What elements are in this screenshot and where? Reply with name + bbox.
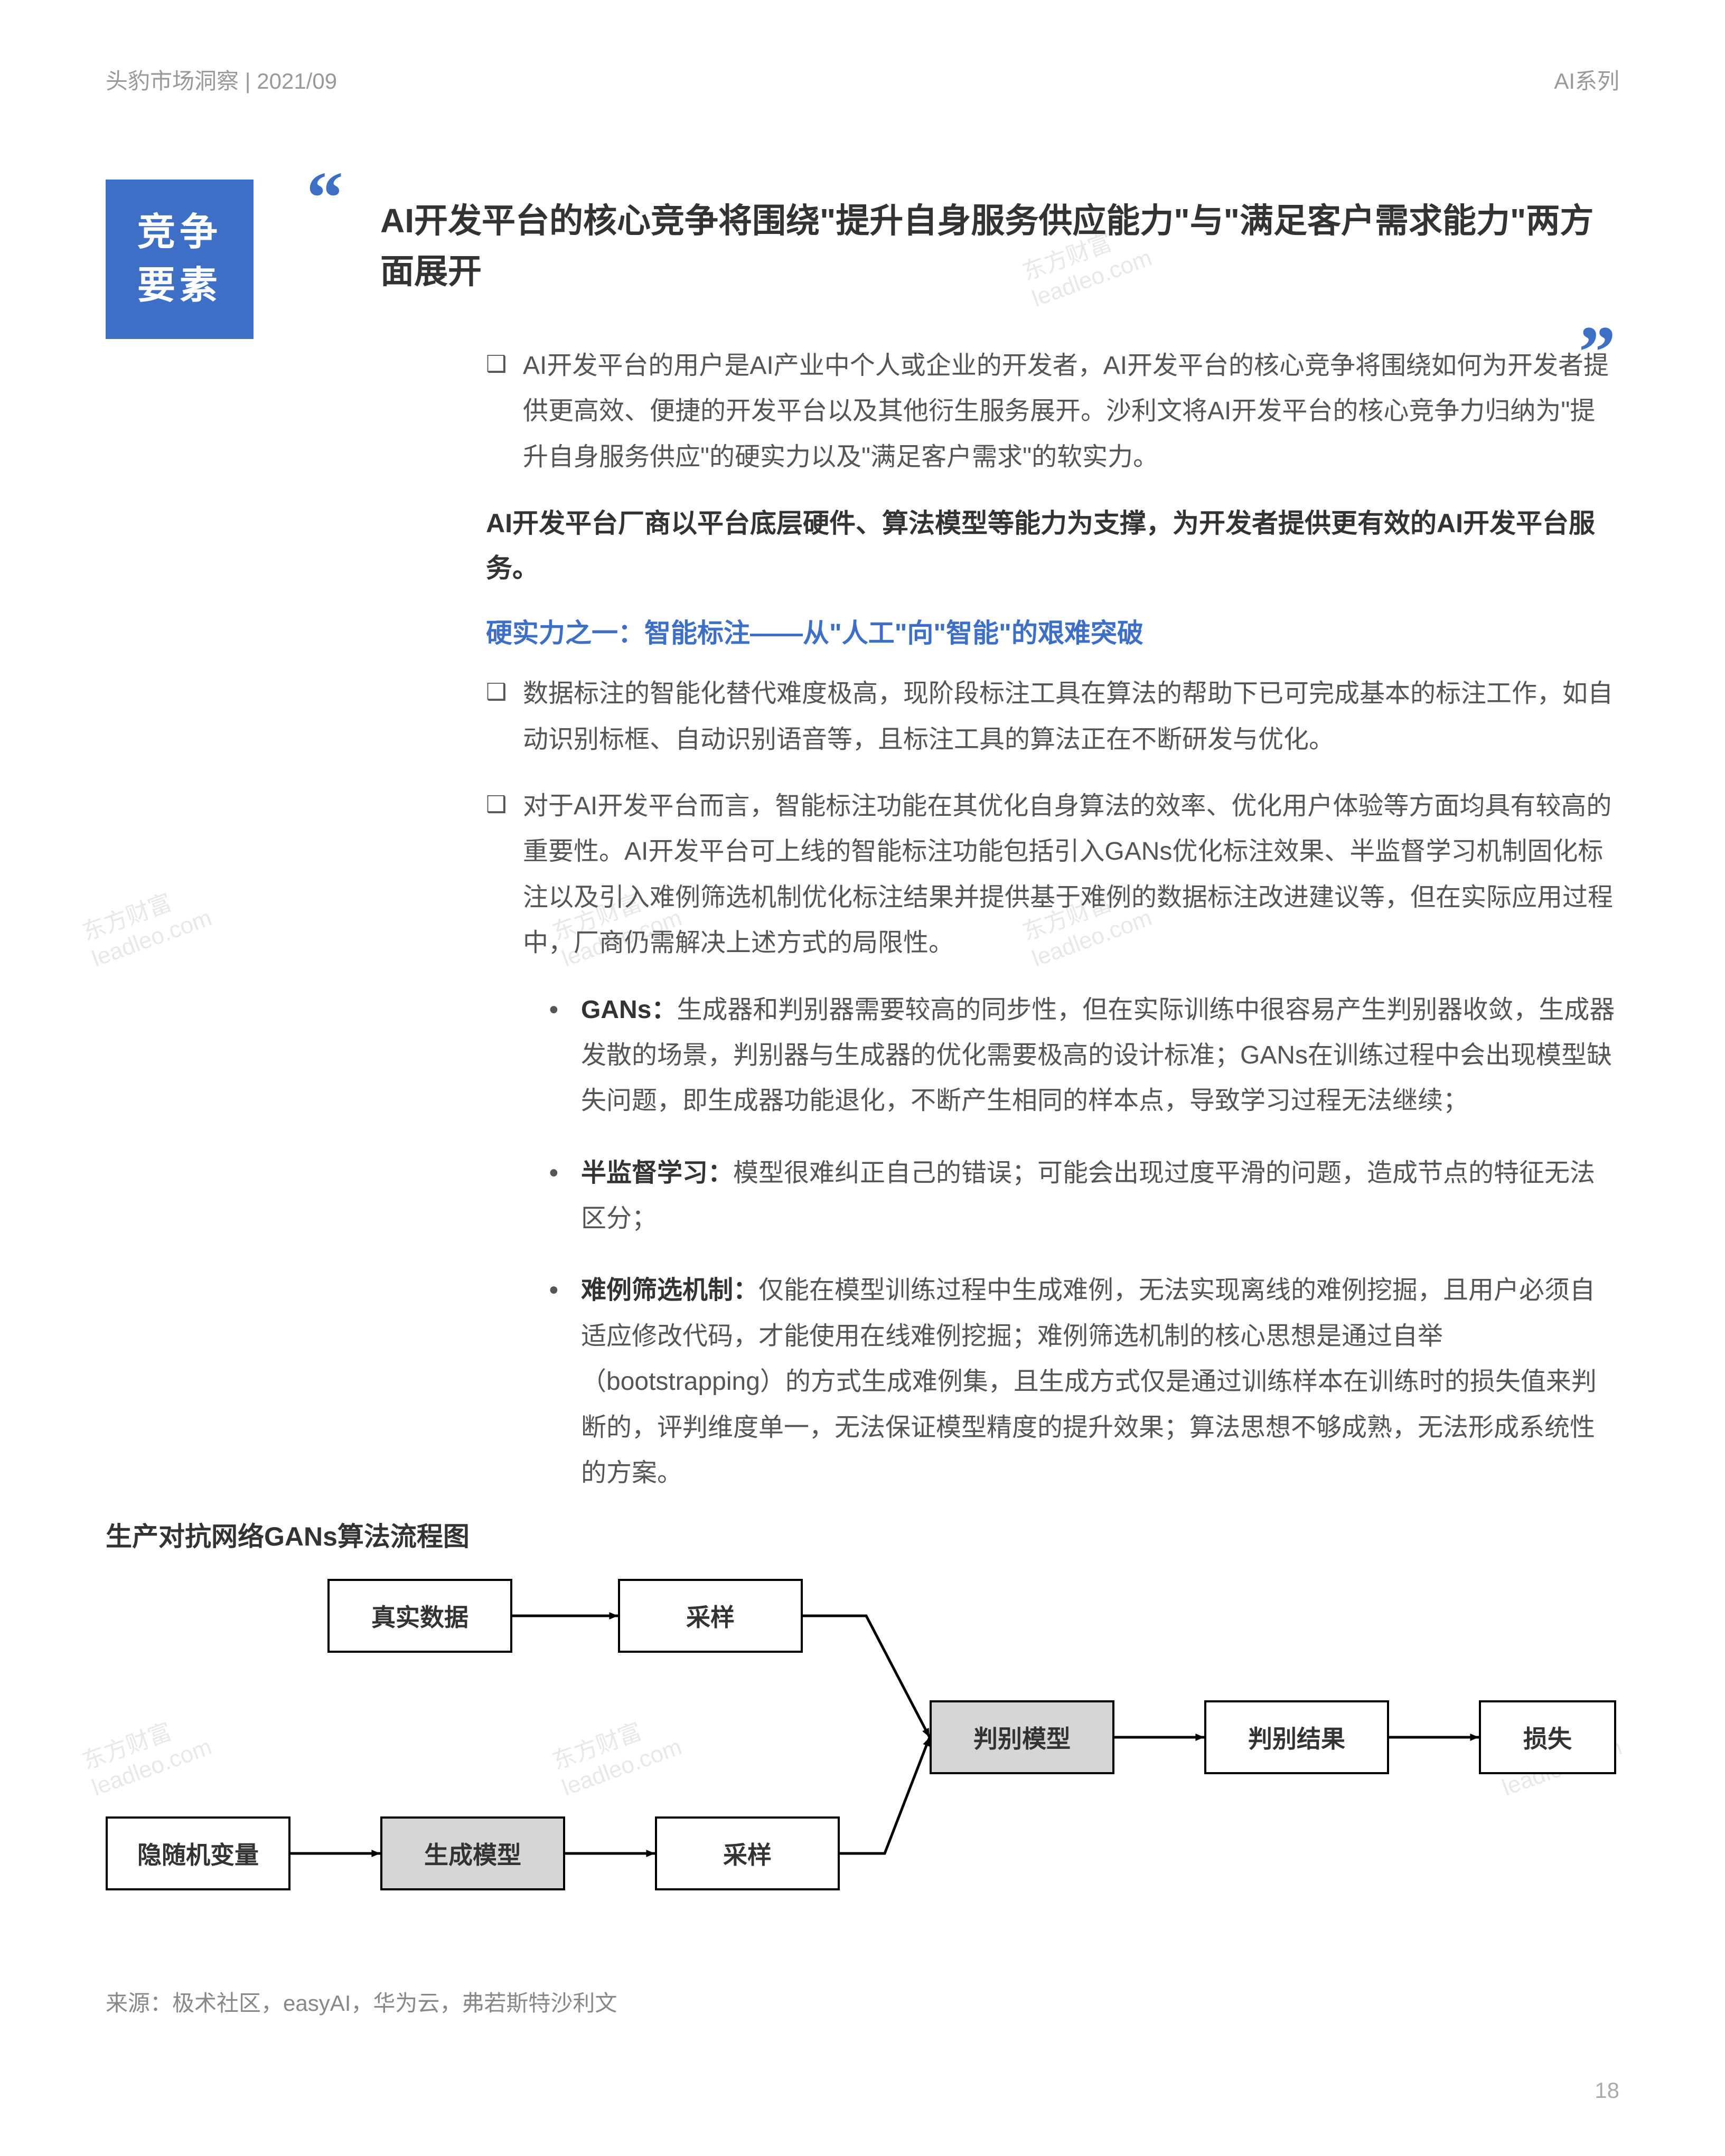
header-right: AI系列	[1554, 63, 1619, 96]
source-note: 来源：极术社区，easyAI，华为云，弗若斯特沙利文	[106, 1985, 617, 2018]
sub-bullet-text: 难例筛选机制：仅能在模型训练过程中生成难例，无法实现离线的难例挖掘，且用户必须自…	[581, 1268, 1616, 1496]
bullet-marker-icon: ❑	[486, 343, 523, 480]
content-body: ❑ AI开发平台的用户是AI产业中个人或企业的开发者，AI开发平台的核心竞争将围…	[486, 343, 1616, 1522]
blue-heading: 硬实力之一：智能标注——从"人工"向"智能"的艰难突破	[486, 612, 1616, 650]
header-left: 头豹市场洞察 | 2021/09	[106, 63, 337, 96]
bullet-item: ❑ 数据标注的智能化替代难度极高，现阶段标注工具在算法的帮助下已可完成基本的标注…	[486, 671, 1616, 762]
sub-bullet-item: • GANs：生成器和判别器需要较高的同步性，但在实际训练中很容易产生判别器收敛…	[549, 987, 1616, 1124]
sub-bullet-item: • 半监督学习：模型很难纠正自己的错误；可能会出现过度平滑的问题，造成节点的特征…	[549, 1151, 1616, 1242]
badge-line1: 竞争	[137, 206, 222, 259]
gans-flowchart: 真实数据采样隐随机变量生成模型采样判别模型判别结果损失	[106, 1563, 1616, 1933]
flow-node-latent: 隐随机变量	[106, 1816, 290, 1890]
dot-marker-icon: •	[549, 1151, 581, 1242]
section-badge: 竞争 要素	[106, 180, 254, 339]
flow-node-real_data: 真实数据	[327, 1579, 512, 1653]
sub-bullets: • GANs：生成器和判别器需要较高的同步性，但在实际训练中很容易产生判别器收敛…	[549, 987, 1616, 1496]
bold-paragraph: AI开发平台厂商以平台底层硬件、算法模型等能力为支撑，为开发者提供更有效的AI开…	[486, 501, 1616, 591]
dot-marker-icon: •	[549, 1268, 581, 1496]
flow-arrow	[555, 1843, 665, 1864]
bullet-item: ❑ AI开发平台的用户是AI产业中个人或企业的开发者，AI开发平台的核心竞争将围…	[486, 343, 1616, 480]
flow-node-disc_result: 判别结果	[1204, 1700, 1389, 1774]
flow-node-sample2: 采样	[655, 1816, 840, 1890]
flow-arrow	[829, 1727, 940, 1864]
flow-arrow	[280, 1843, 391, 1864]
badge-line2: 要素	[137, 259, 222, 313]
sub-bullet-text: GANs：生成器和判别器需要较高的同步性，但在实际训练中很容易产生判别器收敛，生…	[581, 987, 1616, 1124]
bullet-text: 数据标注的智能化替代难度极高，现阶段标注工具在算法的帮助下已可完成基本的标注工作…	[523, 671, 1616, 762]
flow-node-gen_model: 生成模型	[380, 1816, 565, 1890]
quote-close-icon: „	[1579, 296, 1616, 333]
flow-arrow	[502, 1605, 629, 1626]
dot-marker-icon: •	[549, 987, 581, 1124]
page-header: 头豹市场洞察 | 2021/09 AI系列	[0, 0, 1725, 96]
bullet-text: AI开发平台的用户是AI产业中个人或企业的开发者，AI开发平台的核心竞争将围绕如…	[523, 343, 1616, 480]
flowchart-title: 生产对抗网络GANs算法流程图	[106, 1515, 470, 1554]
flow-arrow	[1104, 1727, 1215, 1748]
watermark: 东方财富leadleo.com	[79, 878, 215, 973]
flow-node-sample1: 采样	[618, 1579, 803, 1653]
bullet-item: ❑ 对于AI开发平台而言，智能标注功能在其优化自身算法的效率、优化用户体验等方面…	[486, 784, 1616, 966]
bullet-text: 对于AI开发平台而言，智能标注功能在其优化自身算法的效率、优化用户体验等方面均具…	[523, 784, 1616, 966]
bullet-marker-icon: ❑	[486, 784, 523, 966]
sub-bullet-item: • 难例筛选机制：仅能在模型训练过程中生成难例，无法实现离线的难例挖掘，且用户必…	[549, 1268, 1616, 1496]
page-title: AI开发平台的核心竞争将围绕"提升自身服务供应能力"与"满足客户需求能力"两方面…	[380, 195, 1595, 297]
flow-arrow	[1379, 1727, 1489, 1748]
flow-node-disc_model: 判别模型	[930, 1700, 1114, 1774]
bullet-marker-icon: ❑	[486, 671, 523, 762]
flow-node-loss: 损失	[1479, 1700, 1616, 1774]
sub-bullet-text: 半监督学习：模型很难纠正自己的错误；可能会出现过度平滑的问题，造成节点的特征无法…	[581, 1151, 1616, 1242]
page-number: 18	[1595, 2078, 1619, 2103]
quote-open-icon: “	[306, 180, 343, 216]
